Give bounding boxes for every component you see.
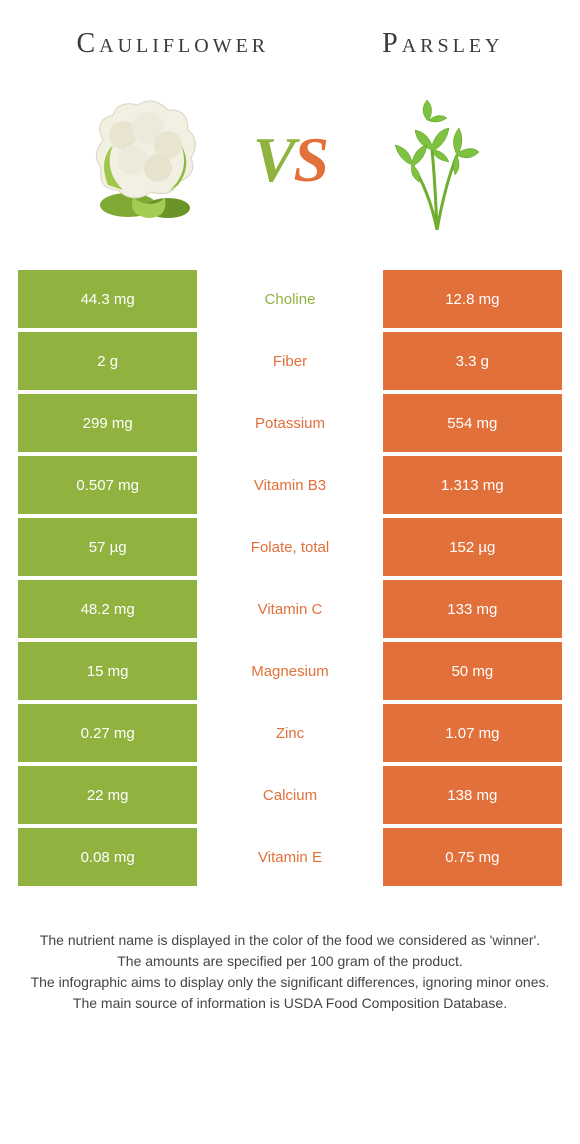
right-food-title: Parsley	[382, 28, 503, 60]
left-value: 299 mg	[18, 394, 200, 452]
nutrient-label: Choline	[200, 270, 379, 328]
table-row: 2 gFiber3.3 g	[18, 332, 562, 390]
nutrient-label: Calcium	[200, 766, 379, 824]
hero-row: VS	[0, 70, 580, 270]
left-value: 0.27 mg	[18, 704, 200, 762]
nutrient-label: Folate, total	[200, 518, 379, 576]
left-value: 15 mg	[18, 642, 200, 700]
table-row: 0.27 mgZinc1.07 mg	[18, 704, 562, 762]
nutrient-label: Zinc	[200, 704, 379, 762]
footer-line-4: The main source of information is USDA F…	[30, 993, 550, 1014]
right-value: 554 mg	[380, 394, 562, 452]
nutrient-label: Vitamin C	[200, 580, 379, 638]
cauliflower-image	[63, 80, 223, 240]
left-value: 0.507 mg	[18, 456, 200, 514]
right-value: 12.8 mg	[380, 270, 562, 328]
right-value: 152 µg	[380, 518, 562, 576]
right-value: 50 mg	[380, 642, 562, 700]
left-value: 22 mg	[18, 766, 200, 824]
nutrient-label: Potassium	[200, 394, 379, 452]
right-value: 3.3 g	[380, 332, 562, 390]
parsley-image	[357, 80, 517, 240]
footer-line-1: The nutrient name is displayed in the co…	[30, 930, 550, 951]
footer-line-3: The infographic aims to display only the…	[30, 972, 550, 993]
right-value: 1.313 mg	[380, 456, 562, 514]
right-value: 138 mg	[380, 766, 562, 824]
table-row: 299 mgPotassium554 mg	[18, 394, 562, 452]
nutrient-table: 44.3 mgCholine12.8 mg2 gFiber3.3 g299 mg…	[0, 270, 580, 886]
nutrient-label: Vitamin B3	[200, 456, 379, 514]
vs-label: VS	[253, 123, 327, 197]
right-value: 1.07 mg	[380, 704, 562, 762]
table-row: 0.08 mgVitamin E0.75 mg	[18, 828, 562, 886]
table-row: 44.3 mgCholine12.8 mg	[18, 270, 562, 328]
left-value: 57 µg	[18, 518, 200, 576]
nutrient-label: Magnesium	[200, 642, 379, 700]
header: Cauliflower Parsley	[0, 0, 580, 70]
table-row: 0.507 mgVitamin B31.313 mg	[18, 456, 562, 514]
footer-notes: The nutrient name is displayed in the co…	[0, 890, 580, 1034]
left-value: 0.08 mg	[18, 828, 200, 886]
table-row: 15 mgMagnesium50 mg	[18, 642, 562, 700]
vs-s: S	[294, 124, 328, 195]
right-value: 0.75 mg	[380, 828, 562, 886]
vs-v: V	[253, 124, 294, 195]
left-value: 48.2 mg	[18, 580, 200, 638]
footer-line-2: The amounts are specified per 100 gram o…	[30, 951, 550, 972]
left-food-title: Cauliflower	[76, 28, 269, 60]
table-row: 57 µgFolate, total152 µg	[18, 518, 562, 576]
left-value: 2 g	[18, 332, 200, 390]
nutrient-label: Fiber	[200, 332, 379, 390]
table-row: 22 mgCalcium138 mg	[18, 766, 562, 824]
left-value: 44.3 mg	[18, 270, 200, 328]
table-row: 48.2 mgVitamin C133 mg	[18, 580, 562, 638]
right-value: 133 mg	[380, 580, 562, 638]
nutrient-label: Vitamin E	[200, 828, 379, 886]
